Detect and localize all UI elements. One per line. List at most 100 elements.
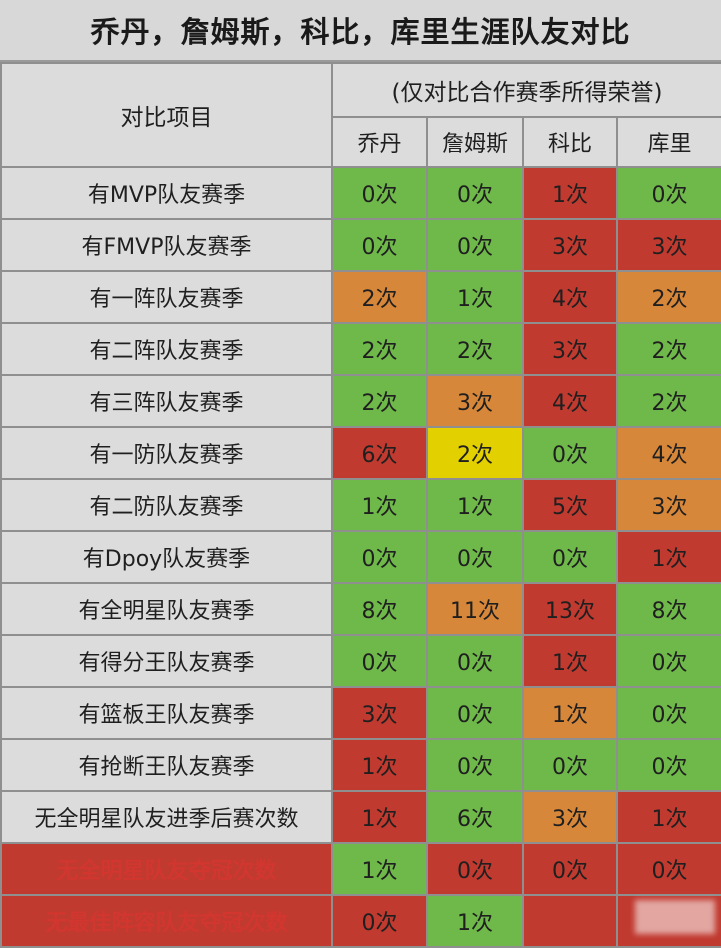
- value-cell: 1次: [426, 270, 524, 324]
- value-cell: 2次: [426, 322, 524, 376]
- value-cell: 1次: [426, 478, 524, 532]
- comparison-note: (仅对比合作赛季所得荣誉): [330, 62, 721, 118]
- value-cell: [522, 894, 618, 948]
- row-label: 无全明星队友进季后赛次数: [0, 790, 333, 844]
- value-cell: 0次: [331, 218, 428, 272]
- comparison-rows: 有MVP队友赛季 0次 0次 1次 0次 有FMVP队友赛季 0次 0次 3次 3次 有一阵队友赛季…: [0, 166, 721, 948]
- value-cell: 3次: [522, 790, 618, 844]
- value-cell: 0次: [426, 686, 524, 740]
- value-cell: 3次: [522, 322, 618, 376]
- row-label: 有三阵队友赛季: [0, 374, 333, 428]
- value-cell: 1次: [331, 738, 428, 792]
- row-label: 有抢断王队友赛季: [0, 738, 333, 792]
- table-row: 无全明星队友进季后赛次数 1次 6次 3次 1次: [0, 790, 721, 844]
- row-label: 无最佳阵容队友夺冠次数: [0, 894, 333, 948]
- row-label: 有Dpoy队友赛季: [0, 530, 333, 584]
- table-row: 无全明星队友夺冠次数 1次 0次 0次 0次: [0, 842, 721, 896]
- value-cell: 0次: [331, 530, 428, 584]
- table-row: 有篮板王队友赛季 3次 0次 1次 0次: [0, 686, 721, 740]
- table-row: 有FMVP队友赛季 0次 0次 3次 3次: [0, 218, 721, 272]
- value-cell: 2次: [331, 374, 428, 428]
- table-row: 有抢断王队友赛季 1次 0次 0次 0次: [0, 738, 721, 792]
- table-row: 有二阵队友赛季 2次 2次 3次 2次: [0, 322, 721, 376]
- value-cell: 0次: [522, 530, 618, 584]
- value-cell: 3次: [426, 374, 524, 428]
- value-cell: 0次: [426, 842, 524, 896]
- value-cell: 1次: [331, 842, 428, 896]
- row-label: 有二防队友赛季: [0, 478, 333, 532]
- row-label: 有一阵队友赛季: [0, 270, 333, 324]
- sheet-title: 乔丹，詹姆斯，科比，库里生涯队友对比: [0, 0, 721, 62]
- value-cell: 6次: [331, 426, 428, 480]
- watermark-blur: [635, 900, 715, 934]
- value-cell: 3次: [615, 218, 721, 272]
- item-column-header: 对比项目: [0, 62, 333, 168]
- player-header-jordan: 乔丹: [331, 116, 428, 168]
- value-cell: 3次: [615, 478, 721, 532]
- value-cell: 0次: [426, 166, 524, 220]
- player-header-james: 詹姆斯: [426, 116, 524, 168]
- table-row: 有三阵队友赛季 2次 3次 4次 2次: [0, 374, 721, 428]
- row-label: 有一防队友赛季: [0, 426, 333, 480]
- value-cell: 4次: [522, 270, 618, 324]
- value-cell: 1次: [615, 530, 721, 584]
- value-cell: 0次: [331, 166, 428, 220]
- value-cell: 0次: [615, 738, 721, 792]
- value-cell: 6次: [426, 790, 524, 844]
- value-cell: 0次: [426, 634, 524, 688]
- value-cell: 13次: [522, 582, 618, 636]
- value-cell: 0次: [522, 426, 618, 480]
- table-row: 有Dpoy队友赛季 0次 0次 0次 1次: [0, 530, 721, 584]
- value-cell: 2次: [615, 374, 721, 428]
- value-cell: 0次: [615, 686, 721, 740]
- value-cell: 1次: [522, 166, 618, 220]
- value-cell: 2次: [615, 270, 721, 324]
- row-label: 有FMVP队友赛季: [0, 218, 333, 272]
- value-cell: 1次: [522, 634, 618, 688]
- value-cell: 5次: [522, 478, 618, 532]
- value-cell: 1次: [615, 790, 721, 844]
- value-cell: 4次: [522, 374, 618, 428]
- row-label: 有得分王队友赛季: [0, 634, 333, 688]
- row-label: 有全明星队友赛季: [0, 582, 333, 636]
- value-cell: 2次: [331, 270, 428, 324]
- value-cell: 2次: [331, 322, 428, 376]
- value-cell: 0次: [615, 634, 721, 688]
- value-cell: 0次: [426, 738, 524, 792]
- value-cell: 3次: [331, 686, 428, 740]
- table-row: 有全明星队友赛季 8次 11次 13次 8次: [0, 582, 721, 636]
- comparison-table: 对比项目 (仅对比合作赛季所得荣誉) 乔丹 詹姆斯 科比 库里 有MVP队友赛季…: [0, 62, 721, 948]
- table-row: 有一防队友赛季 6次 2次 0次 4次: [0, 426, 721, 480]
- value-cell: 8次: [615, 582, 721, 636]
- table-row: 有得分王队友赛季 0次 0次 1次 0次: [0, 634, 721, 688]
- value-cell: 1次: [426, 894, 524, 948]
- value-cell: 2次: [615, 322, 721, 376]
- value-cell: 0次: [426, 218, 524, 272]
- value-cell: 1次: [522, 686, 618, 740]
- row-label: 有篮板王队友赛季: [0, 686, 333, 740]
- value-cell: 11次: [426, 582, 524, 636]
- row-label: 无全明星队友夺冠次数: [0, 842, 333, 896]
- value-cell: 0次: [522, 842, 618, 896]
- value-cell: 1次: [331, 790, 428, 844]
- player-header-curry: 库里: [615, 116, 721, 168]
- table-row: 有MVP队友赛季 0次 0次 1次 0次: [0, 166, 721, 220]
- value-cell: 3次: [522, 218, 618, 272]
- value-cell: 4次: [615, 426, 721, 480]
- table-row: 有二防队友赛季 1次 1次 5次 3次: [0, 478, 721, 532]
- row-label: 有MVP队友赛季: [0, 166, 333, 220]
- value-cell: 0次: [331, 894, 428, 948]
- value-cell: 8次: [331, 582, 428, 636]
- value-cell: 0次: [615, 842, 721, 896]
- player-header-kobe: 科比: [522, 116, 618, 168]
- table-row: 有一阵队友赛季 2次 1次 4次 2次: [0, 270, 721, 324]
- table-row: 无最佳阵容队友夺冠次数 0次 1次: [0, 894, 721, 948]
- value-cell: 0次: [426, 530, 524, 584]
- value-cell: 0次: [522, 738, 618, 792]
- value-cell: 0次: [331, 634, 428, 688]
- value-cell: 0次: [615, 166, 721, 220]
- value-cell: 1次: [331, 478, 428, 532]
- row-label: 有二阵队友赛季: [0, 322, 333, 376]
- value-cell: 2次: [426, 426, 524, 480]
